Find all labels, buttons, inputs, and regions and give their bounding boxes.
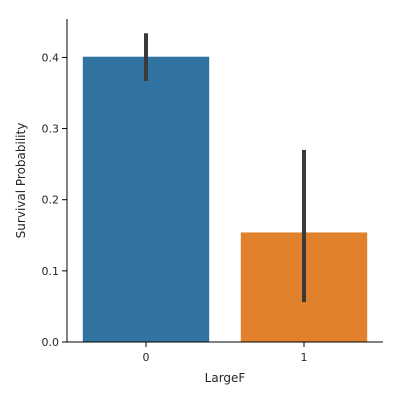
y-tick-label: 0.4 bbox=[42, 51, 60, 64]
axes-layer bbox=[66, 19, 383, 343]
y-axis-label: Survival Probability bbox=[14, 123, 28, 239]
y-tick-label: 0.2 bbox=[42, 194, 60, 207]
error-bars-layer bbox=[144, 33, 306, 303]
x-tick-label: 1 bbox=[301, 351, 308, 364]
y-ticks-layer: 0.0 0.1 0.2 0.3 0.4 bbox=[42, 51, 67, 349]
y-tick-label: 0.3 bbox=[42, 123, 60, 136]
y-tick-label: 0.1 bbox=[42, 265, 60, 278]
bars-layer bbox=[82, 56, 368, 343]
y-tick-label: 0.0 bbox=[42, 336, 60, 349]
bar-0 bbox=[82, 56, 210, 343]
x-tick-label: 0 bbox=[143, 351, 150, 364]
x-axis-label: LargeF bbox=[205, 371, 246, 385]
